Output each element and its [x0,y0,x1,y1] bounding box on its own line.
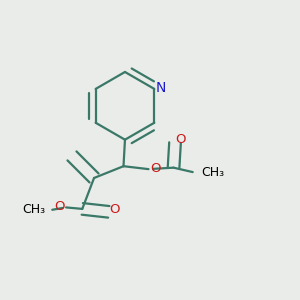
Text: CH₃: CH₃ [201,166,224,178]
Text: O: O [54,200,64,213]
Text: N: N [156,81,166,95]
Text: CH₃: CH₃ [22,203,46,216]
Text: O: O [109,203,119,216]
Text: O: O [150,162,160,175]
Text: O: O [176,133,186,146]
